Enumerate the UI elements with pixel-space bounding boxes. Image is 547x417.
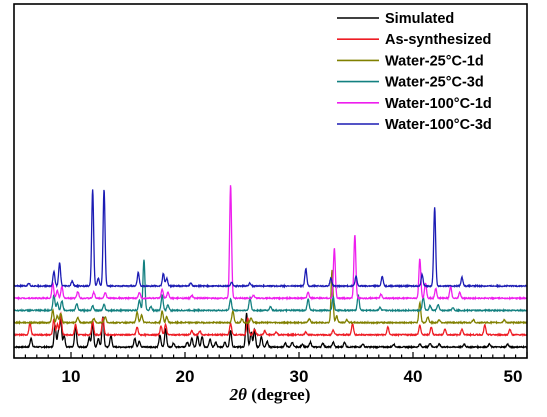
x-ticks: 10 20 30 40 50 (13, 352, 528, 386)
x-tick-label: 10 (62, 367, 81, 386)
legend-label-2: Water-25°C-1d (385, 53, 484, 69)
x-tick-label: 20 (176, 367, 195, 386)
x-tick-label: 40 (404, 367, 423, 386)
series-line-0 (14, 312, 527, 350)
legend-label-5: Water-100°C-3d (385, 117, 492, 133)
legend: Simulated As-synthesized Water-25°C-1d Wate… (337, 11, 492, 133)
series-line-5 (14, 189, 527, 289)
series-line-4 (14, 185, 527, 301)
x-axis-label: 2θ (degree) (229, 385, 311, 404)
plot-frame (13, 3, 528, 359)
x-tick-label: 50 (504, 367, 523, 386)
x-tick-label: 30 (290, 367, 309, 386)
series-line-3 (14, 259, 527, 314)
legend-label-1: As-synthesized (385, 32, 491, 48)
series-layer (14, 185, 527, 350)
axes (13, 3, 528, 359)
series-line-2 (14, 269, 527, 326)
legend-label-3: Water-25°C-3d (385, 75, 484, 91)
legend-label-0: Simulated (385, 11, 454, 27)
legend-label-4: Water-100°C-1d (385, 96, 492, 112)
x-axis-label-unit: (degree) (247, 385, 310, 404)
series-line-1 (14, 311, 527, 338)
x-axis-label-theta: 2θ (229, 385, 248, 404)
